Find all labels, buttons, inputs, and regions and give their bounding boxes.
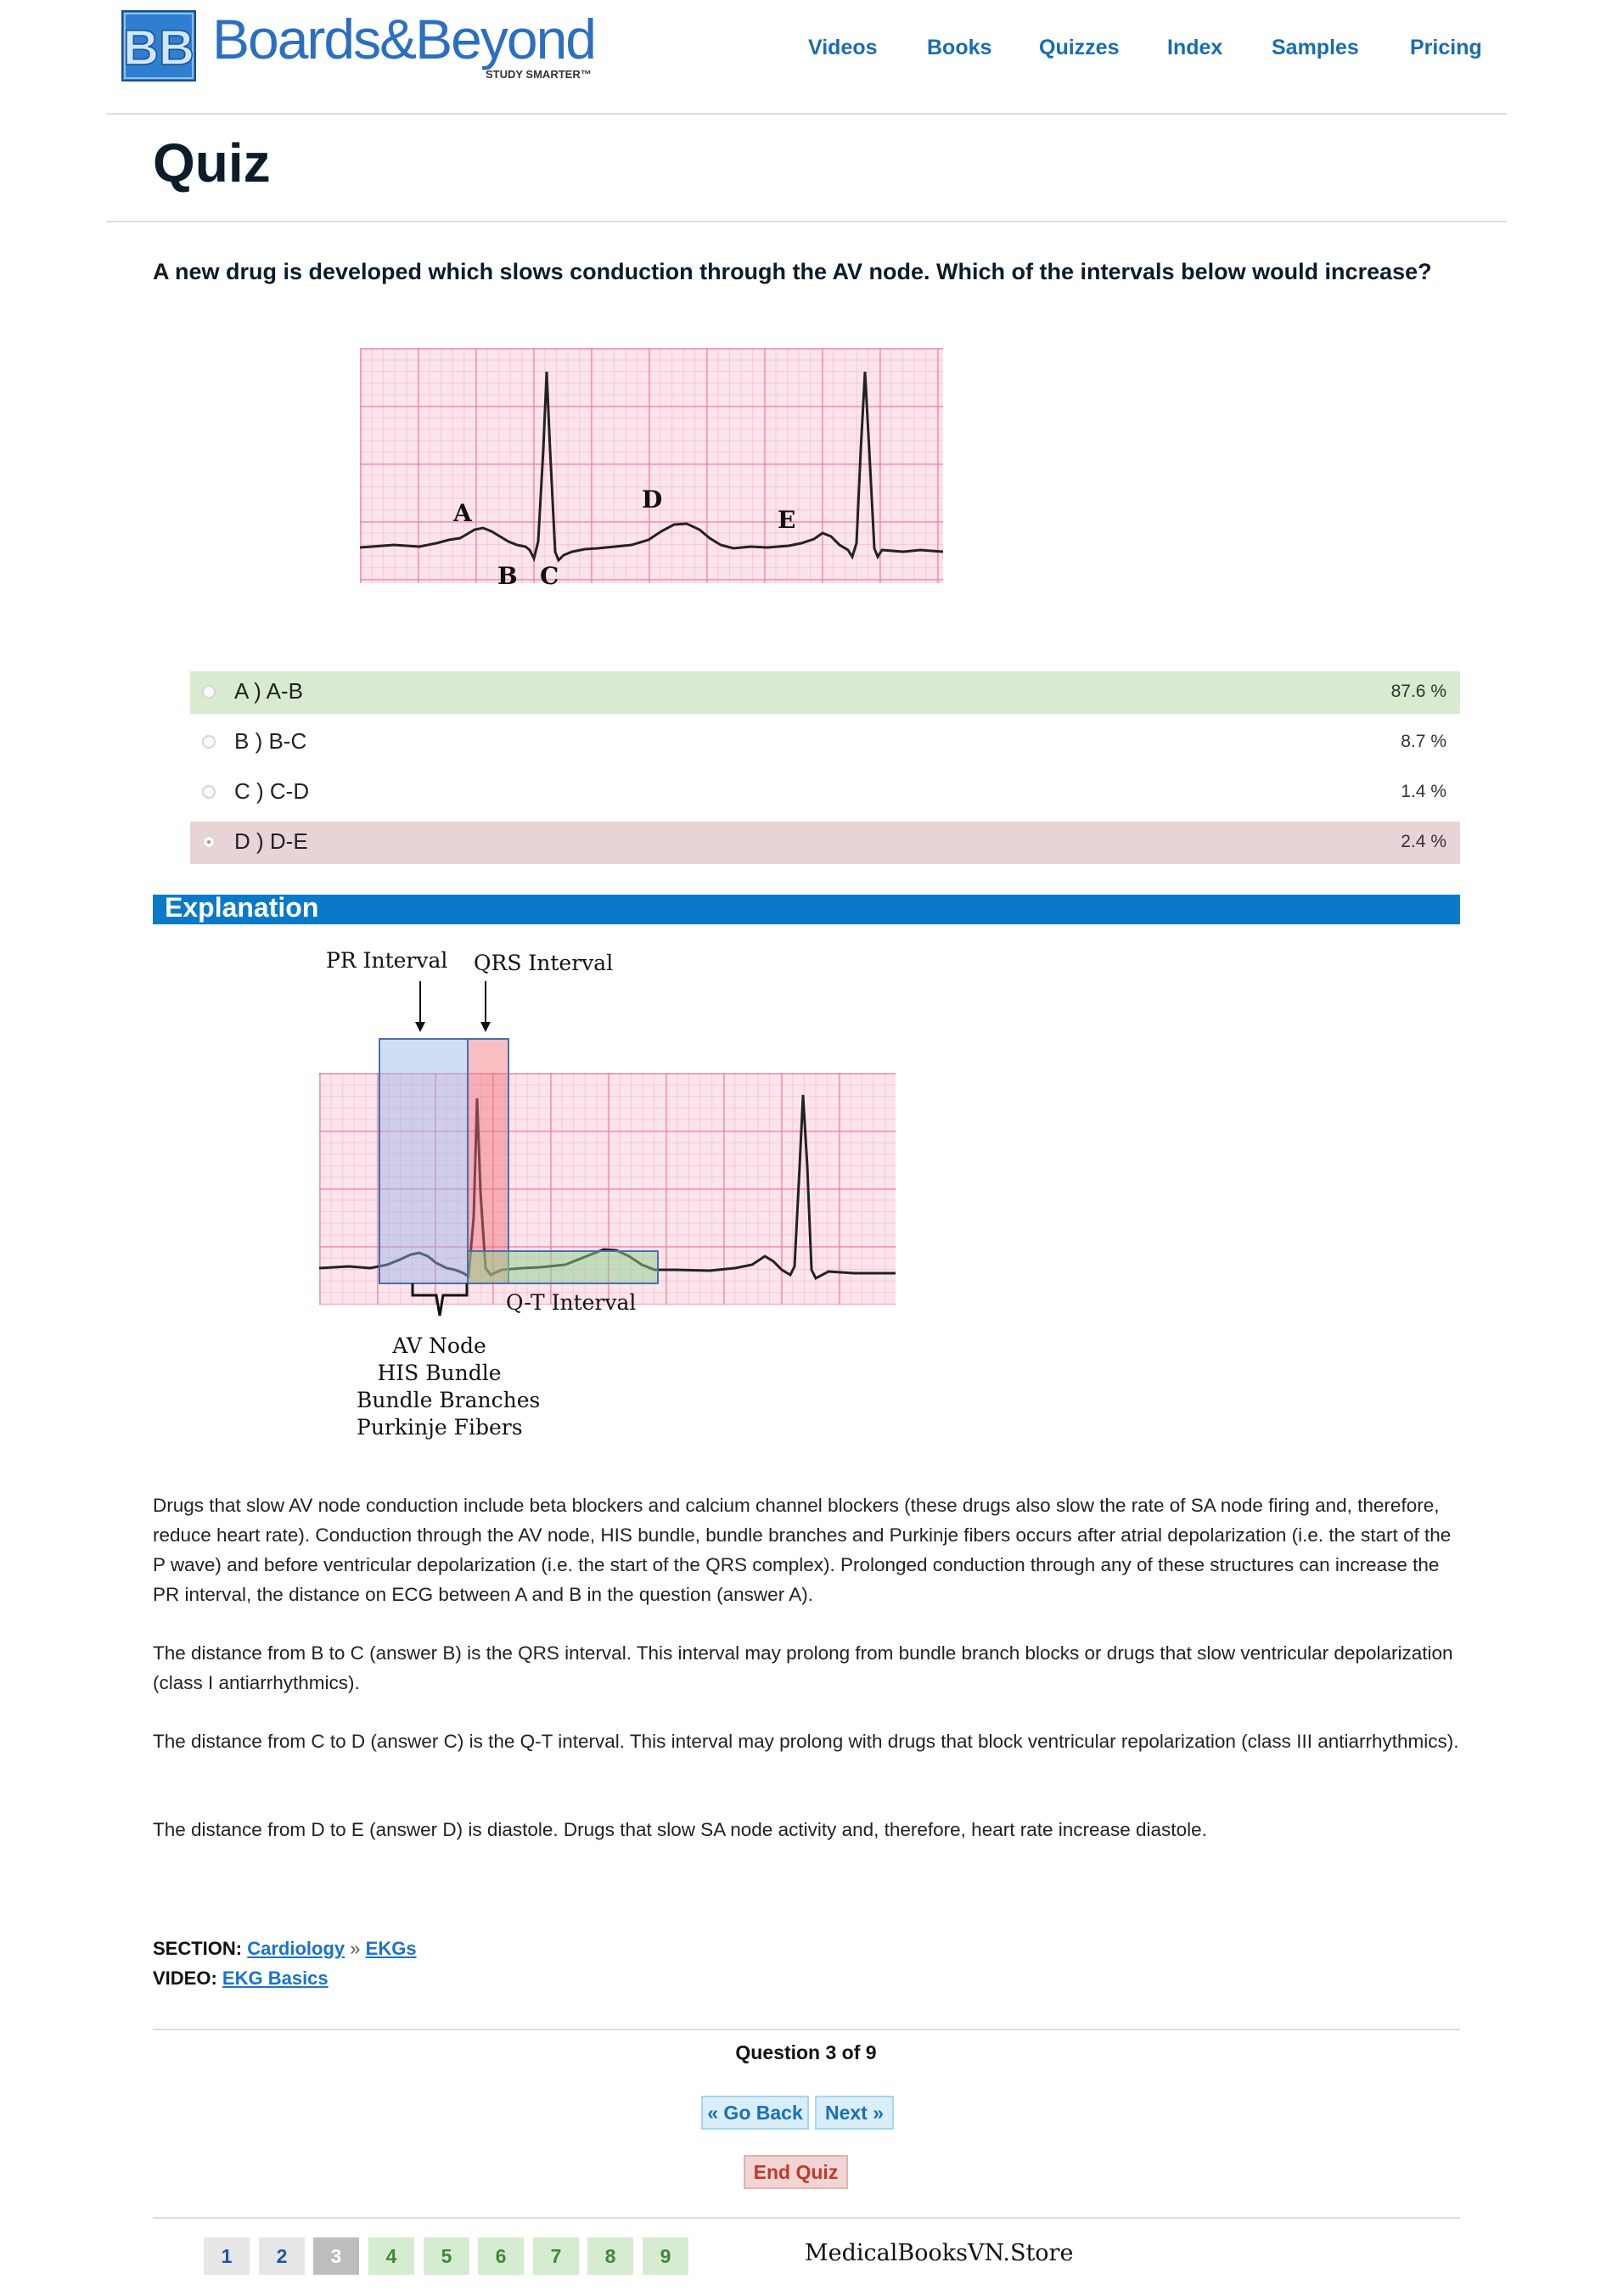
title-divider: [106, 221, 1507, 222]
pager-divider: [153, 2217, 1460, 2219]
page-button-6[interactable]: 6: [478, 2237, 524, 2275]
meta-divider: [153, 2029, 1460, 2030]
section-link-cardiology[interactable]: Cardiology: [247, 1938, 345, 1959]
answer-d-label: D ) D-E: [234, 828, 308, 854]
explanation-paragraph-2: The distance from B to C (answer B) is t…: [153, 1642, 1453, 1693]
page-button-7[interactable]: 7: [533, 2237, 579, 2275]
explanation-header-bar: [153, 895, 1460, 924]
video-label: VIDEO:: [153, 1968, 217, 1989]
answer-d-radio[interactable]: [202, 835, 216, 849]
ekg-label-e: E: [778, 506, 796, 534]
explanation-paragraph-4: The distance from D to E (answer D) is d…: [153, 1819, 1207, 1840]
qt-interval-label: Q-T Interval: [506, 1290, 637, 1315]
answer-option-a[interactable]: A ) A-B 87.6 %: [190, 671, 1460, 714]
page-button-3-current[interactable]: 3: [313, 2237, 359, 2275]
section-link-ekgs[interactable]: EKGs: [365, 1938, 417, 1959]
page-button-9[interactable]: 9: [643, 2237, 688, 2275]
logo-letters: BB: [123, 20, 194, 76]
video-link-ekg-basics[interactable]: EKG Basics: [222, 1968, 329, 1989]
answer-option-d[interactable]: D ) D-E 2.4 %: [190, 822, 1460, 864]
question-text: A new drug is developed which slows cond…: [153, 259, 1432, 284]
section-label: SECTION:: [153, 1938, 243, 1959]
page-title: Quiz: [153, 132, 271, 194]
end-quiz-button[interactable]: End Quiz: [744, 2155, 848, 2189]
ekg-label-c: C: [540, 562, 559, 590]
page-button-2[interactable]: 2: [259, 2237, 305, 2275]
page-button-8[interactable]: 8: [587, 2237, 633, 2275]
answer-b-label: B ) B-C: [234, 728, 307, 754]
explanation-paragraph-1: Drugs that slow AV node conduction inclu…: [153, 1495, 1452, 1605]
ekg-label-a: A: [453, 499, 472, 527]
answer-c-percent: 1.4 %: [1401, 782, 1446, 801]
nav-quizzes[interactable]: Quizzes: [1039, 36, 1120, 59]
answer-a-label: A ) A-B: [234, 678, 303, 704]
video-line: VIDEO: EKG Basics: [153, 1968, 329, 1990]
nav-samples[interactable]: Samples: [1272, 36, 1359, 59]
brand-tagline: STUDY SMARTER™: [486, 68, 592, 81]
page-button-5[interactable]: 5: [424, 2237, 469, 2275]
header-divider: [106, 113, 1507, 115]
answer-a-percent: 87.6 %: [1390, 682, 1446, 701]
watermark-text: MedicalBooksVN.Store: [805, 2240, 1074, 2266]
section-separator: »: [350, 1938, 361, 1959]
structure-his-bundle: HIS Bundle: [377, 1361, 502, 1385]
pr-interval-label: PR Interval: [326, 948, 448, 973]
interval-arrows: [415, 981, 491, 1032]
answer-option-c[interactable]: C ) C-D 1.4 %: [190, 772, 1460, 814]
answer-a-radio[interactable]: [202, 685, 216, 699]
go-back-button[interactable]: « Go Back: [701, 2096, 809, 2130]
question-ekg-trace: [360, 371, 943, 563]
answer-b-percent: 8.7 %: [1401, 732, 1446, 751]
conduction-structures-list: AV Node HIS Bundle Bundle Branches Purki…: [357, 1333, 541, 1441]
page-button-1[interactable]: 1: [204, 2237, 250, 2275]
page-button-4[interactable]: 4: [368, 2237, 414, 2275]
structure-av-node: AV Node: [392, 1333, 486, 1358]
structure-purkinje-fibers: Purkinje Fibers: [357, 1415, 523, 1440]
answer-c-radio[interactable]: [202, 785, 216, 799]
section-line: SECTION: Cardiology » EKGs: [153, 1938, 417, 1960]
answer-b-radio[interactable]: [202, 735, 216, 749]
next-button[interactable]: Next »: [815, 2096, 894, 2130]
question-ekg-figure: A B C D E: [360, 348, 943, 590]
interval-overlay: [379, 1038, 659, 1284]
brand-name[interactable]: Boards&Beyond: [212, 8, 597, 70]
explanation-paragraph-3: The distance from C to D (answer C) is t…: [153, 1731, 1459, 1752]
structure-bundle-branches: Bundle Branches: [357, 1388, 541, 1412]
nav-pricing[interactable]: Pricing: [1410, 36, 1482, 59]
logo-icon[interactable]: BB: [121, 10, 196, 81]
answer-c-label: C ) C-D: [234, 778, 310, 804]
answer-d-percent: 2.4 %: [1401, 832, 1446, 851]
nav-books[interactable]: Books: [927, 36, 992, 59]
qrs-interval-label: QRS Interval: [474, 951, 614, 975]
nav-videos[interactable]: Videos: [808, 36, 878, 59]
explanation-title: Explanation: [165, 892, 319, 923]
nav-index[interactable]: Index: [1167, 36, 1223, 59]
ekg-label-d: D: [642, 486, 663, 514]
question-counter: Question 3 of 9: [735, 2041, 877, 2063]
answer-option-b[interactable]: B ) B-C 8.7 %: [190, 721, 1460, 764]
ekg-label-b: B: [497, 562, 518, 590]
av-brace: [411, 1283, 469, 1316]
